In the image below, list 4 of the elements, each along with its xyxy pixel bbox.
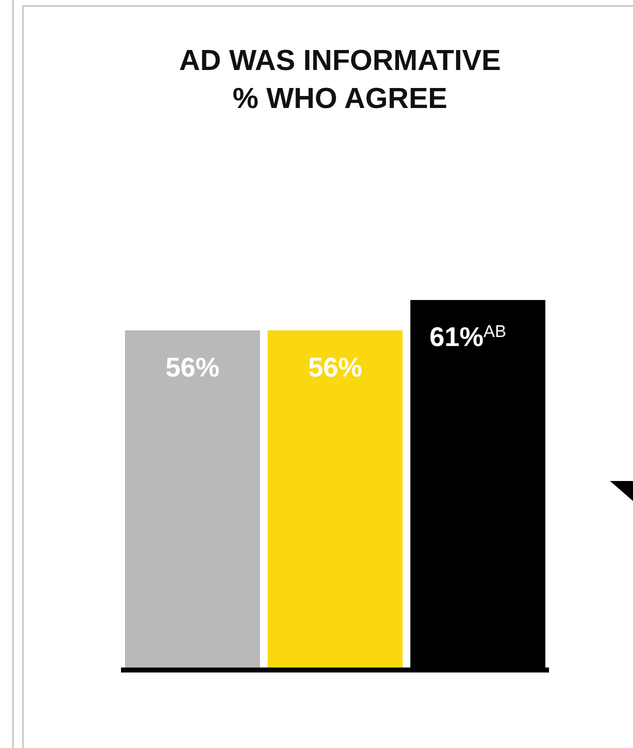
data-label: 56% — [308, 352, 362, 382]
data-label: 61%$^{AB}$ — [429, 322, 506, 352]
chart-title: AD WAS INFORMATIVE % WHO AGREE — [178, 44, 502, 117]
data-label: 56% — [165, 352, 220, 382]
